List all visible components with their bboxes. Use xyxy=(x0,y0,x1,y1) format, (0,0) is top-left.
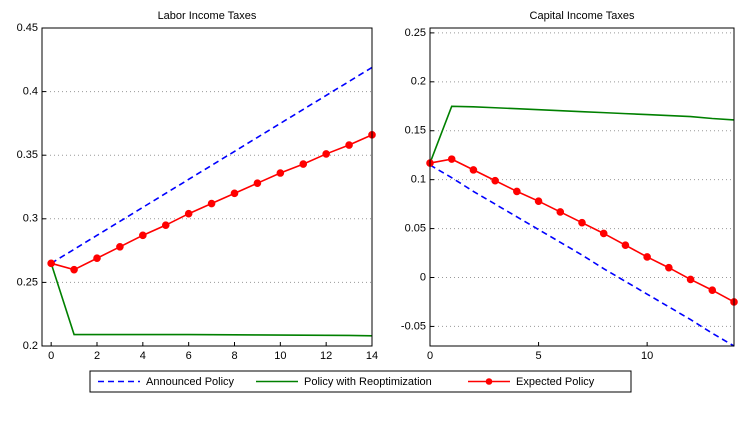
point xyxy=(665,263,673,272)
x-tick-label: 4 xyxy=(140,350,146,362)
y-tick-label: 0.2 xyxy=(411,76,426,88)
x-tick-label: 0 xyxy=(48,350,54,362)
y-tick-label: 0 xyxy=(420,271,426,283)
point xyxy=(139,231,147,240)
y-tick-label: 0.25 xyxy=(17,276,38,288)
point xyxy=(491,176,499,185)
y-tick-label: 0.2 xyxy=(23,340,38,352)
x-tick-label: 6 xyxy=(186,350,192,362)
series-line xyxy=(50,263,373,337)
y-tick-label: -0.05 xyxy=(401,320,426,332)
legend-label: Policy with Reoptimization xyxy=(304,376,432,388)
y-tick-label: 0.4 xyxy=(23,86,38,98)
legend-box xyxy=(89,370,632,393)
y-tick-label: 0.25 xyxy=(405,27,426,39)
point xyxy=(578,218,586,227)
point xyxy=(534,197,543,205)
axes-box xyxy=(429,27,735,347)
plot-area xyxy=(42,28,372,346)
point xyxy=(686,275,695,284)
x-tick-label: 14 xyxy=(366,350,378,362)
point xyxy=(184,209,193,218)
point xyxy=(447,155,456,163)
chart-title: Labor Income Taxes xyxy=(158,10,257,22)
point xyxy=(70,265,78,274)
x-tick-label: 0 xyxy=(427,350,433,362)
series-line xyxy=(429,164,735,347)
chart-title: Capital Income Taxes xyxy=(530,10,635,22)
point xyxy=(322,150,330,158)
point xyxy=(299,160,308,168)
x-tick-label: 10 xyxy=(641,350,653,362)
y-tick-label: 0.45 xyxy=(17,22,38,34)
point xyxy=(230,189,239,198)
y-tick-label: 0.1 xyxy=(411,174,426,186)
axes-box xyxy=(41,27,373,347)
point xyxy=(116,242,124,251)
point xyxy=(469,166,478,174)
point xyxy=(621,241,630,250)
point xyxy=(276,169,285,177)
point xyxy=(207,199,216,208)
point xyxy=(93,254,101,263)
point xyxy=(708,286,717,295)
x-tick-label: 8 xyxy=(231,350,237,362)
point xyxy=(47,259,55,268)
x-tick-label: 2 xyxy=(94,350,100,362)
legend-label: Announced Policy xyxy=(146,376,235,388)
point xyxy=(345,141,353,149)
point xyxy=(253,179,262,187)
legend: Announced Policy Policy with Reoptimizati… xyxy=(89,370,632,393)
y-tick-label: 0.35 xyxy=(17,149,38,161)
x-tick-label: 10 xyxy=(274,350,286,362)
point xyxy=(599,229,608,238)
legend-label: Expected Policy xyxy=(516,376,595,388)
plot-area xyxy=(430,28,734,346)
point xyxy=(513,187,521,196)
x-tick-label: 12 xyxy=(320,350,332,362)
y-tick-label: 0.3 xyxy=(23,213,38,225)
legend-marker xyxy=(485,378,493,385)
series-line xyxy=(50,66,373,265)
x-tick-label: 5 xyxy=(536,350,542,362)
y-tick-label: 0.15 xyxy=(405,125,426,137)
series-line xyxy=(429,105,735,164)
y-tick-label: 0.05 xyxy=(405,222,426,234)
point xyxy=(556,208,565,216)
point xyxy=(643,253,651,261)
point xyxy=(161,221,170,229)
